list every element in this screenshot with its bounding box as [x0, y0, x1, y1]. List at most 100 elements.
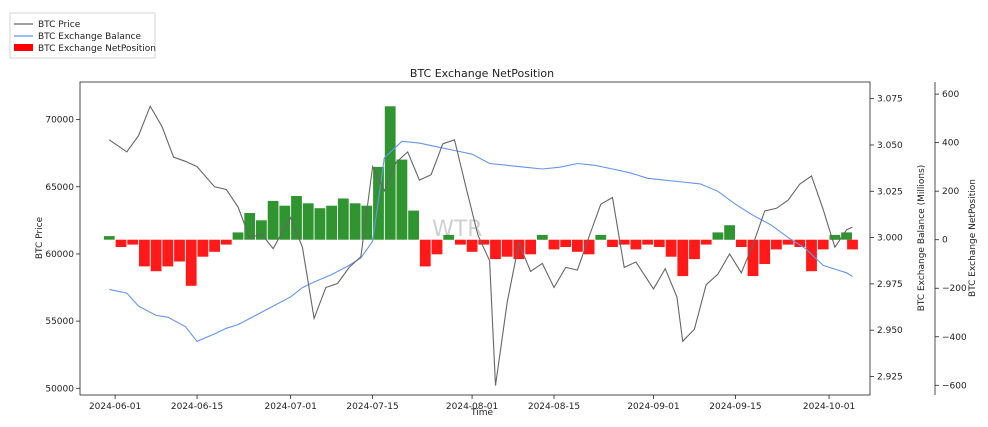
netposition-bar [384, 106, 396, 240]
netposition-bar [735, 239, 747, 247]
x-tick-label: 2024-06-01 [89, 402, 141, 412]
y-right1-axis-ticks: 2.925 2.950 2.975 3.000 3.025 3.050 3.075 [870, 95, 903, 382]
lines-group [108, 104, 853, 386]
y-right2-tick-label: −600 [942, 381, 967, 391]
y-right2-tick-label: 400 [942, 139, 959, 149]
y-right2-tick-label: −400 [942, 333, 967, 343]
netposition-bar [806, 239, 817, 272]
y-left-axis-ticks: 50000 55000 60000 65000 70000 [45, 116, 80, 394]
y-right2-axis-label: BTC Exchange NetPosition [968, 179, 978, 297]
netposition-bar [759, 239, 771, 264]
netposition-bar [431, 239, 443, 255]
netposition-bar [244, 213, 256, 240]
netposition-bar [220, 239, 232, 245]
netposition-bar [490, 239, 501, 260]
legend-netposition-swatch [14, 44, 33, 51]
netposition-bar [419, 239, 431, 267]
netposition-bars [103, 106, 858, 286]
netposition-bar [279, 205, 291, 240]
plot-frame [79, 81, 871, 396]
x-tick-label: 2024-10-01 [803, 402, 855, 412]
legend: BTC Price BTC Exchange Balance BTC Excha… [9, 12, 156, 59]
netposition-bar [314, 208, 326, 240]
y-right1-axis-label: BTC Exchange Balance (Millions) [917, 165, 927, 312]
netposition-bar [841, 232, 852, 240]
netposition-bar [630, 239, 642, 250]
netposition-bar [361, 205, 373, 240]
netposition-bar [677, 239, 689, 277]
netposition-bar [847, 239, 858, 250]
netposition-bar [443, 234, 455, 240]
netposition-bar [513, 239, 525, 260]
netposition-bar [794, 239, 806, 247]
netposition-bar [642, 239, 653, 245]
netposition-bar [127, 239, 139, 245]
y-right1-tick-label: 3.025 [877, 187, 903, 197]
netposition-bar [618, 239, 630, 245]
netposition-bar [337, 198, 349, 240]
netposition-bar [583, 239, 595, 255]
chart-title: BTC Exchange NetPosition [410, 67, 554, 80]
netposition-bar [349, 203, 361, 240]
y-right1-tick-label: 3.000 [877, 234, 903, 244]
y-right1-tick-label: 3.050 [877, 141, 903, 151]
y-right1-tick-label: 3.075 [877, 95, 903, 105]
netposition-bar [162, 239, 174, 267]
netposition-bar [408, 210, 419, 240]
y-right2-tick-label: 200 [942, 187, 959, 197]
legend-balance-label: BTC Exchange Balance [38, 32, 141, 42]
y-left-tick-label: 60000 [45, 250, 74, 260]
balance-line [109, 140, 853, 342]
netposition-bar [209, 239, 220, 252]
y-left-axis-label: BTC Price [35, 216, 45, 259]
netposition-bar [291, 196, 302, 240]
y-right2-tick-label: 600 [942, 90, 959, 100]
netposition-bar [396, 159, 408, 240]
y-right1-tick-label: 2.950 [877, 326, 903, 336]
x-tick-label: 2024-08-15 [528, 402, 580, 412]
netposition-bar [103, 236, 115, 240]
netposition-bar [232, 232, 244, 240]
x-tick-label: 2024-07-15 [346, 402, 398, 412]
netposition-bar [572, 239, 583, 252]
netposition-bar [115, 239, 127, 247]
netposition-bar [700, 239, 712, 245]
netposition-bar [653, 239, 665, 247]
netposition-bar [525, 239, 536, 255]
netposition-bar [548, 239, 560, 250]
netposition-bar [665, 239, 677, 257]
netposition-bar [267, 200, 279, 240]
watermark: WTR [432, 217, 482, 242]
netposition-bar [712, 232, 724, 240]
x-tick-label: 2024-08-01 [446, 402, 498, 412]
netposition-bar [747, 239, 759, 277]
x-tick-label: 2024-07-01 [265, 402, 317, 412]
netposition-bar [560, 239, 572, 247]
netposition-bar [197, 239, 209, 257]
legend-price-label: BTC Price [38, 20, 81, 30]
y-right2-tick-label: −200 [942, 284, 967, 294]
x-tick-label: 2024-06-15 [171, 402, 223, 412]
netposition-bar [185, 239, 197, 286]
netposition-bar [478, 239, 490, 245]
netposition-bar [595, 234, 607, 240]
y-left-tick-label: 50000 [45, 384, 74, 394]
netposition-bar [302, 203, 314, 240]
netposition-bar [817, 239, 829, 250]
y-right2-axis-ticks: −600 −400 −200 0 200 400 600 [935, 90, 967, 391]
netposition-bar [150, 239, 162, 272]
netposition-bar [829, 234, 841, 240]
x-axis-label: Time [470, 408, 493, 418]
netposition-bar [724, 225, 735, 240]
netposition-bar [536, 234, 548, 240]
y-right1-tick-label: 2.975 [877, 280, 903, 290]
x-tick-label: 2024-09-15 [709, 402, 761, 412]
netposition-bar [256, 220, 267, 240]
netposition-bar [326, 205, 337, 240]
netposition-bar [174, 239, 185, 262]
netposition-bar [607, 239, 618, 247]
y-left-tick-label: 70000 [45, 116, 74, 126]
price-line [108, 104, 853, 386]
x-axis-ticks: 2024-06-01 2024-06-15 2024-07-01 2024-07-15… [89, 395, 855, 412]
